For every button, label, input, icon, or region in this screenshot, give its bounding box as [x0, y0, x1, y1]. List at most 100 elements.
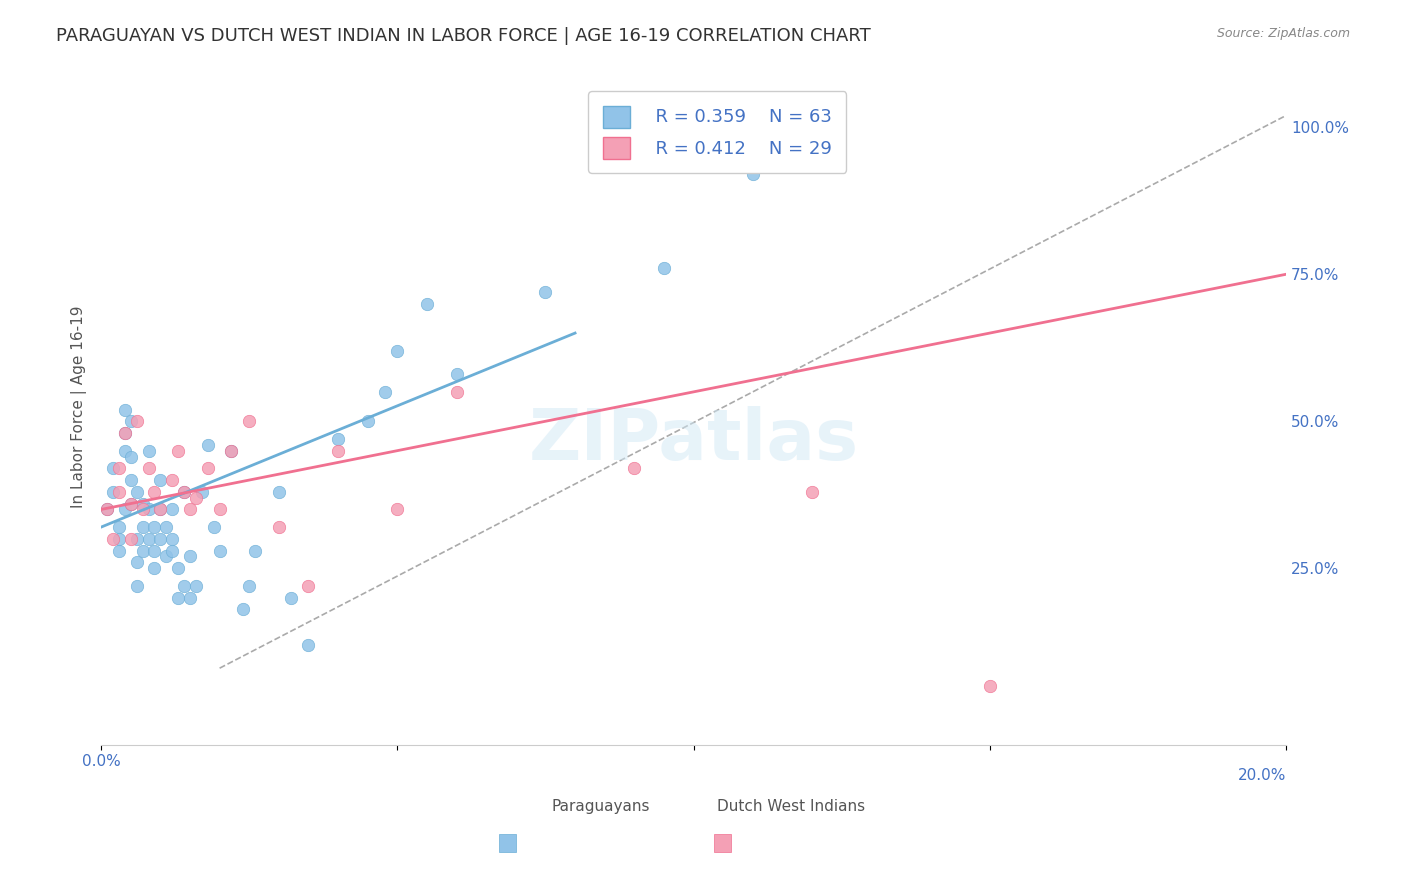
Paraguayans [652, 261, 675, 276]
Paraguayans [96, 502, 118, 516]
Paraguayans [108, 532, 131, 546]
Dutch West Indians [108, 461, 131, 475]
Paraguayans [149, 532, 172, 546]
Paraguayans [221, 443, 243, 458]
Dutch West Indians [173, 484, 195, 499]
Paraguayans [138, 443, 160, 458]
Paraguayans [114, 425, 136, 440]
Dutch West Indians [143, 484, 166, 499]
Paraguayans [143, 543, 166, 558]
Paraguayans [155, 549, 177, 564]
Paraguayans [138, 532, 160, 546]
Paraguayans [120, 473, 142, 487]
Paraguayans [108, 520, 131, 534]
Dutch West Indians [120, 497, 142, 511]
Paraguayans [131, 497, 153, 511]
Dutch West Indians [184, 491, 207, 505]
Dutch West Indians [120, 532, 142, 546]
Paraguayans [114, 443, 136, 458]
Paraguayans [446, 368, 468, 382]
Paraguayans [243, 543, 266, 558]
Paraguayans [682, 132, 704, 146]
Paraguayans [160, 532, 183, 546]
Dutch West Indians [179, 502, 201, 516]
Paraguayans [167, 591, 190, 605]
Paraguayans [267, 484, 290, 499]
Paraguayans [143, 520, 166, 534]
Dutch West Indians [149, 502, 172, 516]
Paraguayans [120, 450, 142, 464]
Paraguayans [114, 502, 136, 516]
Paraguayans [120, 497, 142, 511]
Paraguayans [125, 579, 148, 593]
Dutch West Indians [801, 484, 824, 499]
Paraguayans [202, 520, 225, 534]
Legend:   R = 0.359    N = 63,   R = 0.412    N = 29: R = 0.359 N = 63, R = 0.412 N = 29 [588, 91, 846, 173]
Paraguayans [326, 432, 349, 446]
Dutch West Indians [208, 502, 231, 516]
Paraguayans [160, 543, 183, 558]
Dutch West Indians [221, 443, 243, 458]
Paraguayans [238, 579, 260, 593]
Paraguayans [191, 484, 214, 499]
Paraguayans [179, 591, 201, 605]
Dutch West Indians [326, 443, 349, 458]
Paraguayans [184, 579, 207, 593]
Paraguayans [374, 384, 396, 399]
Paraguayans [160, 502, 183, 516]
Paraguayans [138, 502, 160, 516]
Dutch West Indians [267, 520, 290, 534]
Paraguayans [416, 296, 439, 310]
Text: Paraguayans: Paraguayans [551, 798, 650, 814]
Dutch West Indians [101, 532, 124, 546]
Paraguayans [131, 543, 153, 558]
Dutch West Indians [125, 414, 148, 428]
Dutch West Indians [167, 443, 190, 458]
Dutch West Indians [138, 461, 160, 475]
Text: Source: ZipAtlas.com: Source: ZipAtlas.com [1216, 27, 1350, 40]
Paraguayans [179, 549, 201, 564]
Paraguayans [101, 484, 124, 499]
Text: 20.0%: 20.0% [1237, 768, 1286, 783]
Paraguayans [155, 520, 177, 534]
Paraguayans [125, 532, 148, 546]
Paraguayans [173, 484, 195, 499]
Paraguayans [297, 638, 319, 652]
Paraguayans [143, 561, 166, 575]
Paraguayans [741, 167, 763, 181]
Paraguayans [173, 579, 195, 593]
Paraguayans [108, 543, 131, 558]
Paraguayans [125, 555, 148, 569]
Paraguayans [101, 461, 124, 475]
Paraguayans [149, 473, 172, 487]
Dutch West Indians [623, 461, 645, 475]
Text: PARAGUAYAN VS DUTCH WEST INDIAN IN LABOR FORCE | AGE 16-19 CORRELATION CHART: PARAGUAYAN VS DUTCH WEST INDIAN IN LABOR… [56, 27, 870, 45]
Text: Dutch West Indians: Dutch West Indians [717, 798, 865, 814]
Paraguayans [357, 414, 380, 428]
Paraguayans [208, 543, 231, 558]
Paraguayans [114, 402, 136, 417]
Paraguayans [387, 343, 409, 358]
Paraguayans [197, 438, 219, 452]
Paraguayans [131, 520, 153, 534]
Dutch West Indians [114, 425, 136, 440]
Dutch West Indians [160, 473, 183, 487]
Dutch West Indians [131, 502, 153, 516]
Paraguayans [149, 502, 172, 516]
Dutch West Indians [979, 679, 1001, 693]
Y-axis label: In Labor Force | Age 16-19: In Labor Force | Age 16-19 [72, 305, 87, 508]
Dutch West Indians [96, 502, 118, 516]
Dutch West Indians [197, 461, 219, 475]
Paraguayans [120, 414, 142, 428]
Paraguayans [534, 285, 557, 299]
Dutch West Indians [108, 484, 131, 499]
Paraguayans [167, 561, 190, 575]
Dutch West Indians [297, 579, 319, 593]
Paraguayans [232, 602, 254, 616]
Dutch West Indians [238, 414, 260, 428]
Dutch West Indians [446, 384, 468, 399]
Paraguayans [125, 484, 148, 499]
Text: ZIPatlas: ZIPatlas [529, 406, 859, 475]
Paraguayans [280, 591, 302, 605]
Dutch West Indians [387, 502, 409, 516]
